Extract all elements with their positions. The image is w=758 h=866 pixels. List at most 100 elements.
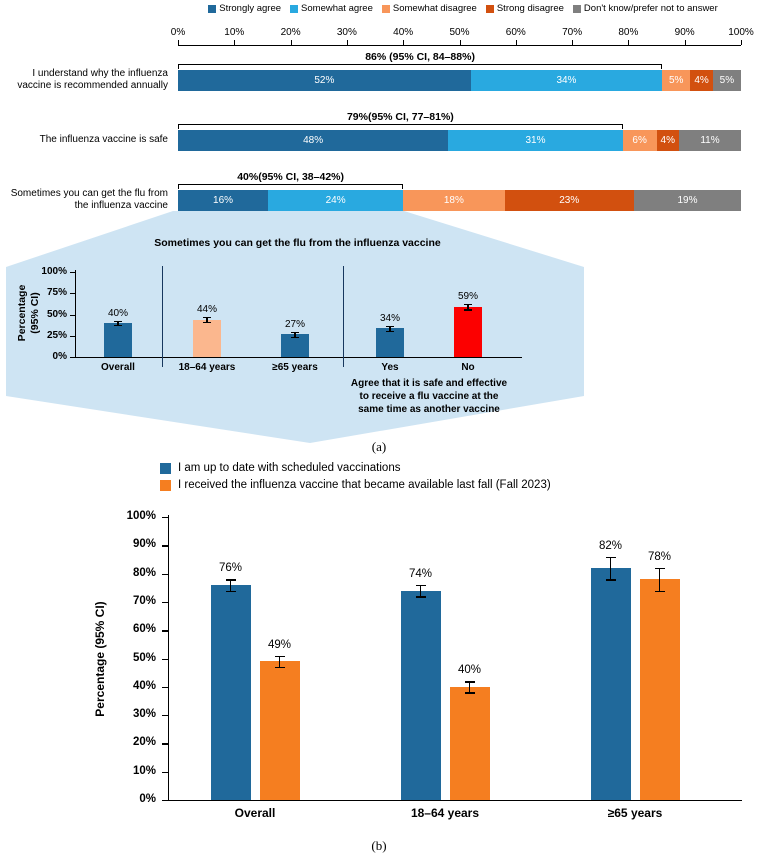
bar-segment: 23% <box>504 190 634 211</box>
stacked-bar: 16% 24% 18% 23% 19% <box>178 190 741 211</box>
x-axis-tick-label: 10% <box>224 27 245 38</box>
error-bar-cap <box>225 579 236 581</box>
legend-swatch-icon <box>290 4 299 13</box>
error-bar-line <box>609 556 612 580</box>
x-axis-line <box>168 800 742 802</box>
legend-swatch-icon <box>572 4 581 13</box>
y-tick <box>162 800 168 802</box>
y-tick-label: 60% <box>132 623 156 636</box>
error-bar-line <box>419 584 422 597</box>
bar-segment: 11% <box>679 130 741 151</box>
y-tick-label: 0% <box>139 793 156 805</box>
bar-segment: 31% <box>448 130 623 151</box>
y-tick <box>162 573 168 575</box>
x-axis-tick <box>234 40 236 45</box>
y-tick <box>162 715 168 717</box>
bar-segment: 4% <box>690 70 713 91</box>
legend-item: Somewhat disagree <box>381 3 477 14</box>
y-tick <box>162 630 168 632</box>
x-axis-tick <box>515 40 517 45</box>
y-tick-label: 70% <box>132 594 156 607</box>
y-axis-title: Percentage (95% CI) <box>93 601 107 717</box>
y-tick <box>162 545 168 547</box>
legend-label: Somewhat agree <box>301 3 373 14</box>
error-bar-cap <box>415 596 426 598</box>
y-tick-label: 100% <box>126 510 156 522</box>
legend-item: Don't know/prefer not to answer <box>572 3 718 14</box>
legend-label: I received the influenza vaccine that be… <box>178 479 551 491</box>
legend-swatch-icon <box>160 462 171 474</box>
legend-label: Don't know/prefer not to answer <box>583 3 718 14</box>
x-axis-tick <box>290 40 292 45</box>
stacked-bar: 52% 34% 5% 4% 5% <box>178 70 741 91</box>
y-tick-label: 80% <box>132 566 156 579</box>
x-axis-tick-label: 30% <box>336 27 357 38</box>
y-tick <box>162 658 168 660</box>
legend-label: Strongly agree <box>219 3 282 14</box>
row-category-label: I understand why the influenza vaccine i… <box>17 68 168 91</box>
error-bar-cap <box>225 590 236 592</box>
bar <box>449 686 490 800</box>
y-axis-line <box>168 515 170 801</box>
bar <box>590 567 631 800</box>
y-tick <box>162 771 168 774</box>
annotation-text: 79%(95% CI, 77–81%) <box>346 111 454 123</box>
error-bar-cap <box>274 666 285 669</box>
annotation-text: 86% (95% CI, 84–88%) <box>365 51 475 63</box>
stacked-chart-legend: Strongly agree Somewhat agree Somewhat dis… <box>168 3 758 14</box>
panel-a-label: (a) <box>371 439 387 454</box>
error-bar-cap <box>464 681 475 683</box>
x-axis-line <box>178 45 741 47</box>
bar <box>400 590 441 800</box>
bar-segment: 5% <box>662 70 691 91</box>
panel-b-label: (b) <box>371 838 387 853</box>
x-axis-tick-label: 60% <box>505 27 526 38</box>
annotation-text: 40%(95% CI, 38–42%) <box>237 171 344 183</box>
bar <box>259 661 300 800</box>
legend-item: I am up to date with scheduled vaccinati… <box>160 462 551 474</box>
error-bar-cap <box>654 590 665 592</box>
error-bar-cap <box>654 567 665 570</box>
x-axis-tick <box>572 40 574 45</box>
annotation-bracket <box>178 184 404 189</box>
error-bar-cap <box>605 579 616 581</box>
bar-segment: 48% <box>178 130 449 151</box>
bar-value-label: 76% <box>218 562 243 575</box>
y-tick-label: 50% <box>132 651 156 664</box>
bar <box>210 584 251 800</box>
legend-label: I am up to date with scheduled vaccinati… <box>178 462 401 474</box>
x-axis-tick-label: 100% <box>728 27 754 38</box>
x-axis-tick <box>178 40 179 45</box>
stacked-bar: 48% 31% 6% 4% 11% <box>178 130 741 151</box>
x-axis-tick <box>346 40 348 45</box>
x-axis-tick <box>459 40 461 45</box>
legend-swatch-icon <box>208 4 217 13</box>
bar <box>639 579 680 800</box>
bar-value-label: 49% <box>267 638 292 651</box>
bar-segment: 34% <box>470 70 663 91</box>
bar-segment: 4% <box>656 130 680 151</box>
error-bar-cap <box>464 692 475 694</box>
legend-label: Somewhat disagree <box>392 3 477 14</box>
x-tick-label: ≥65 years <box>607 806 663 820</box>
bar-segment: 18% <box>403 190 505 211</box>
error-bar-line <box>658 567 661 591</box>
x-axis-tick-label: 80% <box>618 27 639 38</box>
x-axis-tick-label: 50% <box>449 27 470 38</box>
y-tick-label: 40% <box>132 679 156 692</box>
x-axis-tick <box>684 40 686 45</box>
error-bar-cap <box>415 584 426 587</box>
bar-segment: 16% <box>178 190 269 211</box>
error-bar-cap <box>605 556 616 558</box>
y-tick-label: 90% <box>132 538 156 551</box>
x-axis-tick <box>403 40 405 45</box>
bar-value-label: 74% <box>408 567 433 580</box>
y-tick <box>162 686 168 689</box>
y-tick-label: 20% <box>132 736 156 749</box>
x-axis-tick <box>628 40 630 45</box>
bar-segment: 52% <box>178 70 471 91</box>
